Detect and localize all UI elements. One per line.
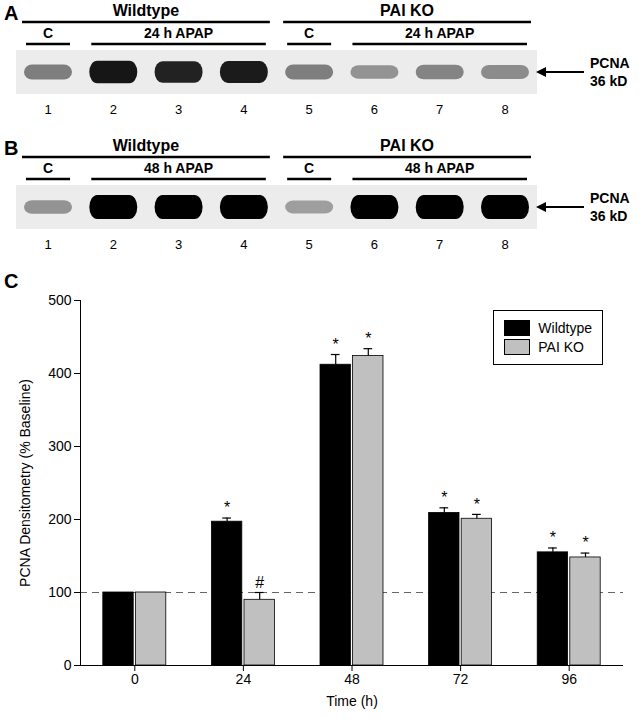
svg-text:*: * bbox=[550, 529, 556, 546]
svg-text:Time (h): Time (h) bbox=[326, 693, 378, 709]
svg-text:48 h APAP: 48 h APAP bbox=[405, 160, 474, 176]
svg-text:1: 1 bbox=[44, 237, 51, 252]
svg-text:*: * bbox=[224, 499, 230, 516]
svg-text:Wildtype: Wildtype bbox=[113, 2, 180, 19]
svg-text:48: 48 bbox=[344, 671, 360, 687]
svg-text:300: 300 bbox=[48, 438, 72, 454]
svg-text:72: 72 bbox=[453, 671, 469, 687]
svg-text:24: 24 bbox=[236, 671, 252, 687]
svg-text:24 h APAP: 24 h APAP bbox=[144, 25, 213, 41]
svg-text:7: 7 bbox=[436, 237, 443, 252]
svg-text:PCNA: PCNA bbox=[590, 190, 630, 206]
svg-text:C: C bbox=[304, 160, 314, 176]
svg-text:*: * bbox=[441, 489, 447, 506]
svg-text:0: 0 bbox=[131, 671, 139, 687]
svg-text:24 h APAP: 24 h APAP bbox=[405, 25, 474, 41]
svg-text:PCNA: PCNA bbox=[590, 55, 630, 71]
svg-text:500: 500 bbox=[48, 292, 72, 308]
svg-text:200: 200 bbox=[48, 511, 72, 527]
svg-text:4: 4 bbox=[240, 237, 247, 252]
svg-text:100: 100 bbox=[48, 584, 72, 600]
svg-text:A: A bbox=[4, 2, 18, 24]
svg-text:6: 6 bbox=[371, 102, 378, 117]
svg-text:PAI KO: PAI KO bbox=[380, 2, 434, 19]
svg-text:PAI KO: PAI KO bbox=[380, 137, 434, 154]
svg-text:4: 4 bbox=[240, 102, 247, 117]
svg-text:PCNA Densitometry (% Baseline): PCNA Densitometry (% Baseline) bbox=[17, 379, 33, 587]
svg-text:*: * bbox=[474, 496, 480, 513]
svg-text:96: 96 bbox=[561, 671, 577, 687]
svg-text:1: 1 bbox=[44, 102, 51, 117]
svg-text:36 kD: 36 kD bbox=[590, 73, 627, 89]
svg-text:3: 3 bbox=[175, 237, 182, 252]
svg-text:2: 2 bbox=[110, 102, 117, 117]
svg-text:5: 5 bbox=[306, 102, 313, 117]
svg-text:8: 8 bbox=[501, 102, 508, 117]
svg-text:#: # bbox=[255, 574, 264, 591]
svg-text:Wildtype: Wildtype bbox=[113, 137, 180, 154]
svg-text:6: 6 bbox=[371, 237, 378, 252]
svg-text:8: 8 bbox=[501, 237, 508, 252]
html-text:C: C bbox=[4, 270, 19, 292]
svg-text:400: 400 bbox=[48, 365, 72, 381]
svg-text:36 kD: 36 kD bbox=[590, 208, 627, 224]
svg-text:5: 5 bbox=[306, 237, 313, 252]
svg-text:*: * bbox=[582, 534, 588, 551]
html-text:PAI KO: PAI KO bbox=[538, 339, 584, 355]
svg-text:3: 3 bbox=[175, 102, 182, 117]
svg-text:B: B bbox=[4, 137, 18, 159]
svg-text:*: * bbox=[333, 336, 339, 353]
svg-text:C: C bbox=[43, 160, 53, 176]
html-text:Wildtype: Wildtype bbox=[538, 320, 592, 336]
svg-text:C: C bbox=[43, 25, 53, 41]
svg-text:*: * bbox=[365, 330, 371, 347]
svg-text:0: 0 bbox=[64, 657, 72, 673]
svg-text:7: 7 bbox=[436, 102, 443, 117]
svg-text:C: C bbox=[304, 25, 314, 41]
svg-text:2: 2 bbox=[110, 237, 117, 252]
svg-text:48 h APAP: 48 h APAP bbox=[144, 160, 213, 176]
